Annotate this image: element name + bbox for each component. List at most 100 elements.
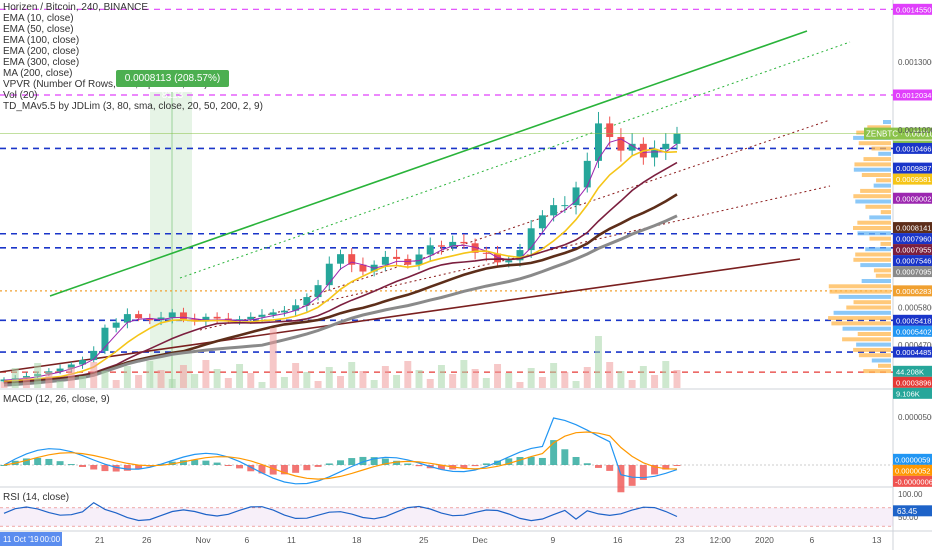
volume-bar (0, 382, 8, 388)
candle (651, 148, 659, 158)
price-marker-text: 0.0004485 (896, 348, 931, 357)
macd-marker-badge (893, 475, 932, 487)
volume-bar (471, 369, 479, 388)
macd-histogram-bar (583, 463, 591, 465)
time-tick-label: 6 (245, 535, 250, 545)
candle (101, 327, 109, 351)
volume-bar (11, 368, 19, 388)
macd-marker-text: 0.0000059 (895, 455, 930, 464)
macd-histogram-bar (651, 465, 659, 475)
volume-bar (426, 379, 434, 388)
candle (359, 264, 367, 272)
candle (247, 316, 255, 320)
volume-bar (90, 362, 98, 388)
legend-ema50[interactable]: EMA (50, close) (3, 24, 74, 35)
candle (123, 314, 131, 323)
macd-histogram-bar (494, 460, 502, 465)
price-marker-text: 0.0003896 (896, 378, 931, 387)
price-marker-text: 0.0009002 (896, 194, 931, 203)
macd-marker-text: 0.0000052 (895, 466, 930, 475)
legend-ema200[interactable]: EMA (200, close) (3, 46, 80, 57)
macd-marker-badge (893, 464, 932, 476)
vpvr-bar (873, 183, 891, 188)
macd-histogram-bar (561, 449, 569, 465)
time-tick-label: 9 (551, 535, 556, 545)
volume-bar (168, 379, 176, 388)
rsi-tick-label: 100.00 (898, 490, 923, 499)
rsi-label[interactable]: RSI (14, close) (3, 492, 70, 503)
vpvr-bar (869, 215, 891, 220)
price-marker-badge (893, 346, 932, 358)
price-marker-text: 0.0009887 (896, 164, 931, 173)
macd-histogram-bar (269, 465, 277, 475)
volume-bar (213, 369, 221, 388)
macd-histogram-bar (370, 457, 378, 465)
legend-ema10[interactable]: EMA (10, close) (3, 13, 74, 24)
volume-bar (437, 365, 445, 388)
legend-vol[interactable]: Vol (20) (3, 90, 38, 101)
price-marker-badge (893, 266, 932, 278)
channel-mid-line (179, 41, 851, 279)
legend-ema100[interactable]: EMA (100, close) (3, 35, 80, 46)
volume-bar (112, 380, 120, 388)
macd-histogram-bar (337, 460, 344, 465)
price-marker-text: 0.0009581 (896, 175, 931, 184)
macd-histogram-bar (437, 465, 445, 470)
candle (415, 254, 423, 265)
macd-histogram-bar (393, 460, 401, 465)
candle (202, 316, 210, 322)
macd-histogram-bar (516, 457, 524, 465)
macd-histogram-bar (0, 465, 8, 466)
time-tick-label: 18 (352, 535, 362, 545)
candle (606, 123, 614, 138)
legend-ema300[interactable]: EMA (300, close) (3, 57, 80, 68)
vpvr-bar (828, 284, 891, 289)
time-start-hour: 00:00 (40, 535, 61, 544)
candle (79, 360, 86, 365)
candle (527, 228, 535, 251)
candle (628, 143, 636, 151)
volume-bar (292, 363, 300, 388)
time-tick-label: Nov (196, 535, 212, 545)
volume-bar (628, 380, 636, 388)
ema10-line (3, 138, 678, 381)
macd-histogram-bar (191, 459, 199, 465)
chart-title[interactable]: Horizen / Bitcoin, 240, BINANCE (3, 2, 149, 13)
price-marker-text: 0.0005402 (896, 327, 931, 336)
legend-vpvr[interactable]: VPVR (Number Of Rows, 100, Up/Down, 100) (3, 79, 208, 90)
candle (258, 314, 266, 317)
volume-bar (34, 363, 42, 388)
candle (56, 368, 64, 372)
vpvr-bar (856, 342, 891, 347)
price-marker-badge (893, 285, 932, 297)
candle (505, 260, 513, 263)
legend-ma200[interactable]: MA (200, close) (3, 68, 73, 79)
long-trend-line (0, 258, 801, 373)
price-marker-badge (893, 162, 932, 174)
volume-bar (505, 373, 513, 388)
macd-label[interactable]: MACD (12, 26, close, 9) (3, 394, 110, 405)
candle (348, 254, 356, 265)
macd-histogram-bar (213, 462, 221, 465)
price-marker-text: 0.0006283 (896, 287, 931, 296)
volume-bar (45, 372, 53, 388)
macd-histogram-bar (90, 465, 98, 470)
macd-histogram-bar (550, 440, 558, 465)
rsi-current-text: 63.45 (897, 507, 918, 516)
macd-histogram-bar (595, 465, 602, 468)
vpvr-bar (853, 194, 891, 199)
rsi-current-badge (893, 505, 932, 517)
price-marker-text: 0.0008141 (896, 224, 931, 233)
vpvr-bar (829, 289, 891, 294)
price-marker-badge (893, 192, 932, 204)
legend-td-ma[interactable]: TD_MAv5.5 by JDLim (3, 80, sma, close, 2… (3, 101, 263, 112)
vpvr-bar (878, 151, 891, 156)
ema100-line (3, 161, 678, 384)
vpvr-bar (857, 231, 891, 236)
volume-bar (179, 365, 187, 388)
volume-bar (67, 367, 75, 388)
